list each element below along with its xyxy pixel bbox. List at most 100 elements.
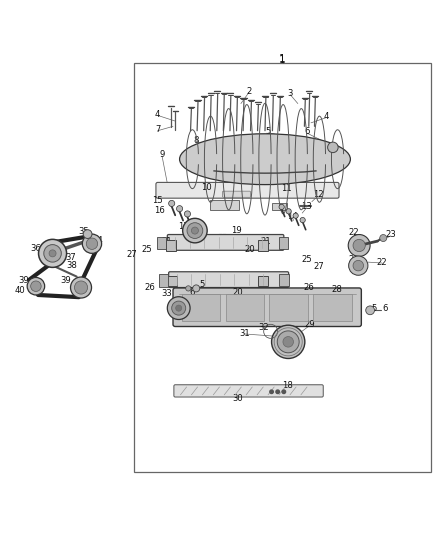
Text: 39: 39 [19, 276, 29, 285]
FancyBboxPatch shape [167, 235, 284, 251]
Text: 29: 29 [305, 320, 315, 329]
Text: 27: 27 [126, 250, 137, 259]
Circle shape [286, 209, 291, 214]
Text: 25: 25 [141, 245, 152, 254]
Text: 3: 3 [288, 89, 293, 98]
Text: 15: 15 [152, 196, 163, 205]
Circle shape [282, 390, 286, 393]
Text: 21: 21 [161, 237, 172, 246]
Text: 8: 8 [194, 136, 199, 145]
Circle shape [349, 256, 368, 275]
Circle shape [39, 239, 67, 268]
Text: 33: 33 [161, 289, 172, 298]
Circle shape [270, 390, 273, 393]
Text: 6: 6 [189, 288, 194, 297]
Text: 40: 40 [73, 287, 83, 296]
Circle shape [272, 325, 305, 359]
Circle shape [82, 234, 102, 253]
Text: 1: 1 [279, 54, 286, 64]
Text: 18: 18 [283, 381, 293, 390]
Text: 17: 17 [178, 222, 188, 231]
FancyBboxPatch shape [173, 288, 361, 327]
Bar [258, 276, 268, 286]
Text: 32: 32 [258, 324, 269, 332]
Circle shape [27, 278, 45, 295]
Circle shape [49, 250, 56, 257]
Text: 5: 5 [372, 304, 377, 313]
Text: 6: 6 [304, 127, 309, 136]
Circle shape [328, 142, 338, 152]
Text: 10: 10 [201, 183, 212, 192]
Text: 34: 34 [92, 236, 102, 245]
Circle shape [276, 390, 279, 393]
Bar [272, 203, 287, 211]
Circle shape [348, 235, 370, 256]
Text: 40: 40 [14, 286, 25, 295]
Text: 25: 25 [301, 255, 312, 264]
Circle shape [277, 331, 299, 353]
Bar [157, 237, 166, 249]
Circle shape [183, 219, 207, 243]
Ellipse shape [180, 134, 350, 184]
Text: 38: 38 [67, 261, 78, 270]
Circle shape [353, 239, 365, 252]
Circle shape [283, 336, 293, 347]
Bar [182, 294, 220, 321]
Circle shape [83, 230, 92, 238]
Text: 9: 9 [159, 150, 165, 159]
Text: 26: 26 [145, 283, 155, 292]
FancyBboxPatch shape [223, 191, 251, 197]
Circle shape [172, 301, 186, 315]
Circle shape [187, 223, 203, 238]
Text: 1: 1 [279, 55, 286, 65]
Bar [134, 63, 431, 472]
Circle shape [31, 281, 41, 292]
Circle shape [380, 235, 387, 241]
Circle shape [184, 211, 191, 217]
Text: 23: 23 [385, 230, 396, 239]
Circle shape [167, 297, 190, 319]
Bar [226, 294, 264, 321]
Text: 35: 35 [78, 227, 88, 236]
Text: 19: 19 [231, 226, 242, 235]
Text: 39: 39 [60, 276, 71, 285]
Text: 20: 20 [244, 245, 255, 254]
Circle shape [74, 281, 88, 294]
Circle shape [44, 245, 61, 262]
Text: 4: 4 [324, 112, 329, 121]
Circle shape [169, 200, 175, 206]
Bar [210, 200, 239, 209]
Text: 12: 12 [314, 190, 324, 199]
Text: 5: 5 [265, 127, 271, 136]
Circle shape [71, 277, 92, 298]
Text: 11: 11 [282, 184, 292, 193]
Text: 18: 18 [193, 233, 203, 243]
Circle shape [176, 305, 182, 311]
Circle shape [353, 260, 364, 271]
Bar [258, 240, 268, 251]
Text: 37: 37 [66, 253, 76, 262]
Text: 28: 28 [331, 285, 342, 294]
Text: 27: 27 [314, 262, 324, 271]
Text: 22: 22 [377, 257, 387, 266]
Bar [159, 274, 168, 287]
Circle shape [191, 227, 198, 234]
Text: 36: 36 [31, 244, 41, 253]
FancyBboxPatch shape [156, 182, 339, 198]
Text: 21: 21 [261, 237, 272, 246]
Circle shape [86, 238, 98, 249]
Text: 5: 5 [200, 280, 205, 289]
Circle shape [279, 204, 284, 209]
Text: 31: 31 [239, 328, 250, 337]
FancyBboxPatch shape [174, 385, 323, 397]
Text: 6: 6 [382, 304, 387, 313]
Bar [313, 294, 352, 321]
Bar [166, 240, 176, 251]
Text: 30: 30 [232, 394, 243, 403]
Text: 20: 20 [232, 288, 243, 297]
Circle shape [366, 306, 374, 314]
Bar [269, 294, 308, 321]
Text: 14: 14 [287, 212, 298, 221]
Bar [279, 237, 288, 249]
Circle shape [186, 286, 191, 291]
